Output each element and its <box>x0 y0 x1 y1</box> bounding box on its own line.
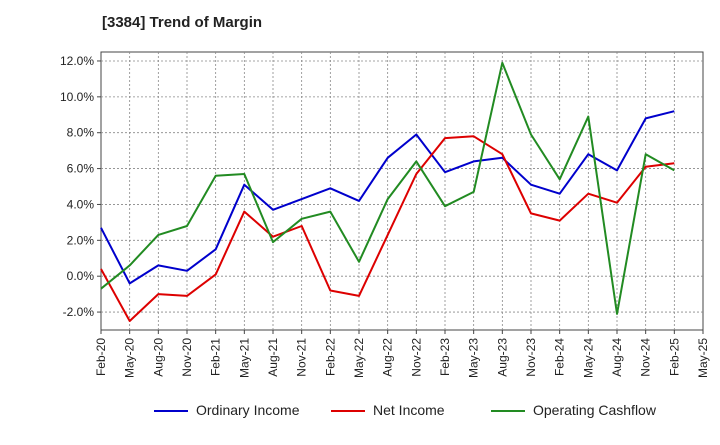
chart-title: [3384] Trend of Margin <box>102 14 263 31</box>
y-tick-label: 6.0% <box>67 162 95 176</box>
legend-label: Ordinary Income <box>196 402 300 418</box>
x-tick-label: Aug-22 <box>381 338 395 377</box>
y-tick-label: 2.0% <box>67 233 95 247</box>
x-tick-label: Aug-24 <box>610 338 624 377</box>
x-tick-label: Feb-21 <box>209 338 223 376</box>
y-tick-label: 8.0% <box>67 126 95 140</box>
x-tick-label: May-24 <box>581 338 595 378</box>
x-tick-label: Aug-21 <box>266 338 280 377</box>
y-tick-label: 4.0% <box>67 197 95 211</box>
x-tick-label: Feb-25 <box>667 338 681 376</box>
y-tick-label: 12.0% <box>60 54 94 68</box>
x-tick-label: May-25 <box>696 338 710 378</box>
x-tick-label: Feb-22 <box>323 338 337 376</box>
x-tick-label: Aug-23 <box>495 338 509 377</box>
series-line-net-income <box>100 135 675 322</box>
x-tick-label: Nov-24 <box>639 338 653 377</box>
x-tick-label: May-23 <box>467 338 481 378</box>
x-tick-label: May-21 <box>237 338 251 378</box>
x-tick-label: Feb-20 <box>94 338 108 376</box>
series-line-operating-cashflow <box>100 61 675 315</box>
legend-label: Net Income <box>373 402 445 418</box>
x-tick-label: May-20 <box>123 338 137 378</box>
x-tick-label: Aug-20 <box>151 338 165 377</box>
x-tick-label: Nov-21 <box>295 338 309 377</box>
x-tick-label: Nov-23 <box>524 338 538 377</box>
y-tick-label: 10.0% <box>60 90 94 104</box>
x-tick-label: Feb-24 <box>553 338 567 376</box>
y-tick-label: -2.0% <box>63 305 95 319</box>
x-tick-label: May-22 <box>352 338 366 378</box>
x-tick-label: Nov-20 <box>180 338 194 377</box>
y-tick-label: 0.0% <box>67 269 95 283</box>
x-tick-label: Feb-23 <box>438 338 452 376</box>
legend-label: Operating Cashflow <box>533 402 657 418</box>
x-tick-label: Nov-22 <box>409 338 423 377</box>
series-line-ordinary-income <box>100 110 675 285</box>
plot-area <box>100 51 704 331</box>
